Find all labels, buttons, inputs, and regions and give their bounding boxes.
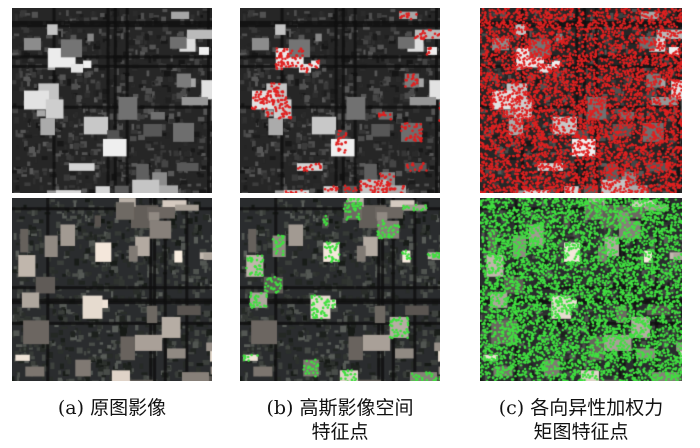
caption-b: (b) 高斯影像空间 特征点 <box>240 396 440 444</box>
image-c-bottom <box>480 198 682 381</box>
caption-b-line1: (b) 高斯影像空间 <box>266 397 414 419</box>
image-c-top <box>480 8 682 193</box>
caption-c-line1: (c) 各向异性加权力 <box>498 397 664 419</box>
caption-b-line2: 特征点 <box>311 421 369 443</box>
image-a-top <box>12 8 212 193</box>
caption-c-line2: 矩图特征点 <box>533 421 629 443</box>
image-b-top <box>240 8 440 193</box>
image-a-bottom <box>12 198 212 381</box>
caption-a: (a) 原图影像 <box>12 396 212 420</box>
caption-a-line1: (a) 原图影像 <box>57 397 167 419</box>
image-b-bottom <box>240 198 440 381</box>
caption-c: (c) 各向异性加权力 矩图特征点 <box>472 396 690 444</box>
